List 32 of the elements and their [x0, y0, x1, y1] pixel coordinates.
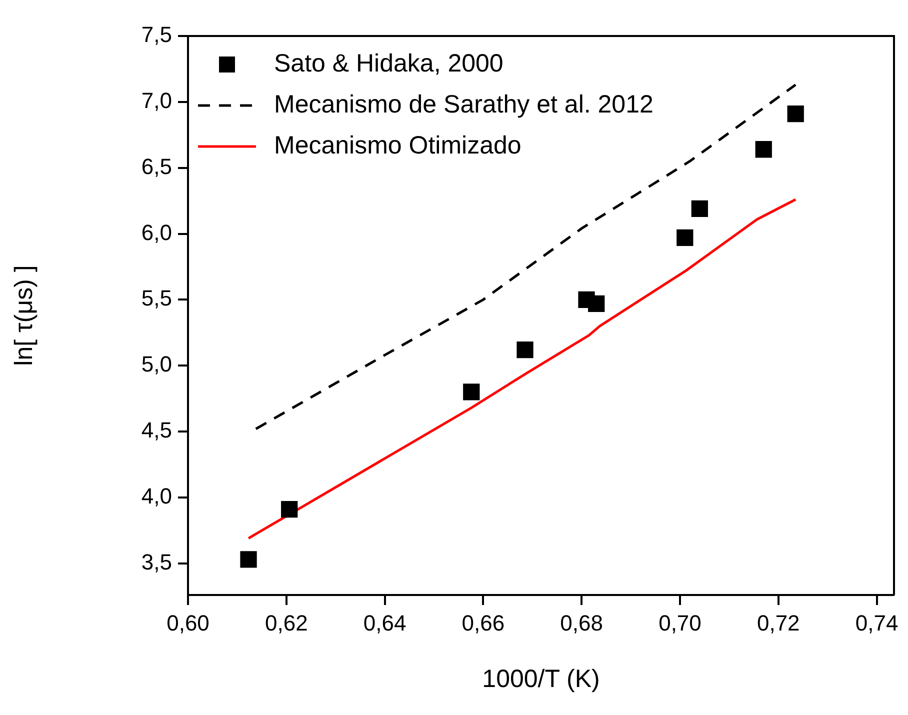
y-tick-label: 6,5 — [141, 154, 172, 179]
x-tick-label: 0,74 — [855, 610, 898, 636]
y-tick-label: 7,5 — [141, 22, 172, 48]
point — [240, 551, 257, 568]
x-tick-label: 0,62 — [264, 610, 308, 636]
y-tick-label: 5,5 — [141, 286, 172, 311]
point — [755, 141, 772, 158]
point — [787, 105, 804, 122]
point — [676, 229, 694, 246]
y-tick-label: 7,0 — [141, 88, 172, 113]
y-tick-label: 5,0 — [141, 352, 172, 377]
x-tick-label: 0,72 — [756, 610, 800, 636]
x-tick-label: 0,68 — [560, 610, 604, 636]
x-tick-label: 0,66 — [462, 610, 505, 636]
x-tick-label: 0,64 — [363, 610, 406, 636]
point — [281, 500, 298, 518]
y-tick-label: 3,5 — [141, 549, 172, 574]
legend-label: Mecanismo de Sarathy et al. 2012 — [274, 90, 654, 118]
x-axis-title: 1000/T (K) — [482, 664, 600, 693]
point — [516, 341, 534, 358]
point — [691, 200, 708, 218]
y-tick-label: 4,0 — [141, 484, 172, 508]
point — [588, 295, 605, 312]
x-tick-label: 0,60 — [166, 610, 210, 636]
y-axis-title: ln[ τ(μs) ] — [10, 265, 38, 366]
y-tick-label: 6,0 — [141, 220, 172, 245]
legend-label: Mecanismo Otimizado — [274, 131, 522, 160]
y-tick-label: 4,5 — [141, 418, 172, 443]
legend-label: Sato & Hidaka, 2000 — [274, 49, 504, 78]
line-series — [254, 84, 797, 430]
point — [463, 384, 480, 400]
x-tick-label: 0,70 — [658, 610, 702, 636]
